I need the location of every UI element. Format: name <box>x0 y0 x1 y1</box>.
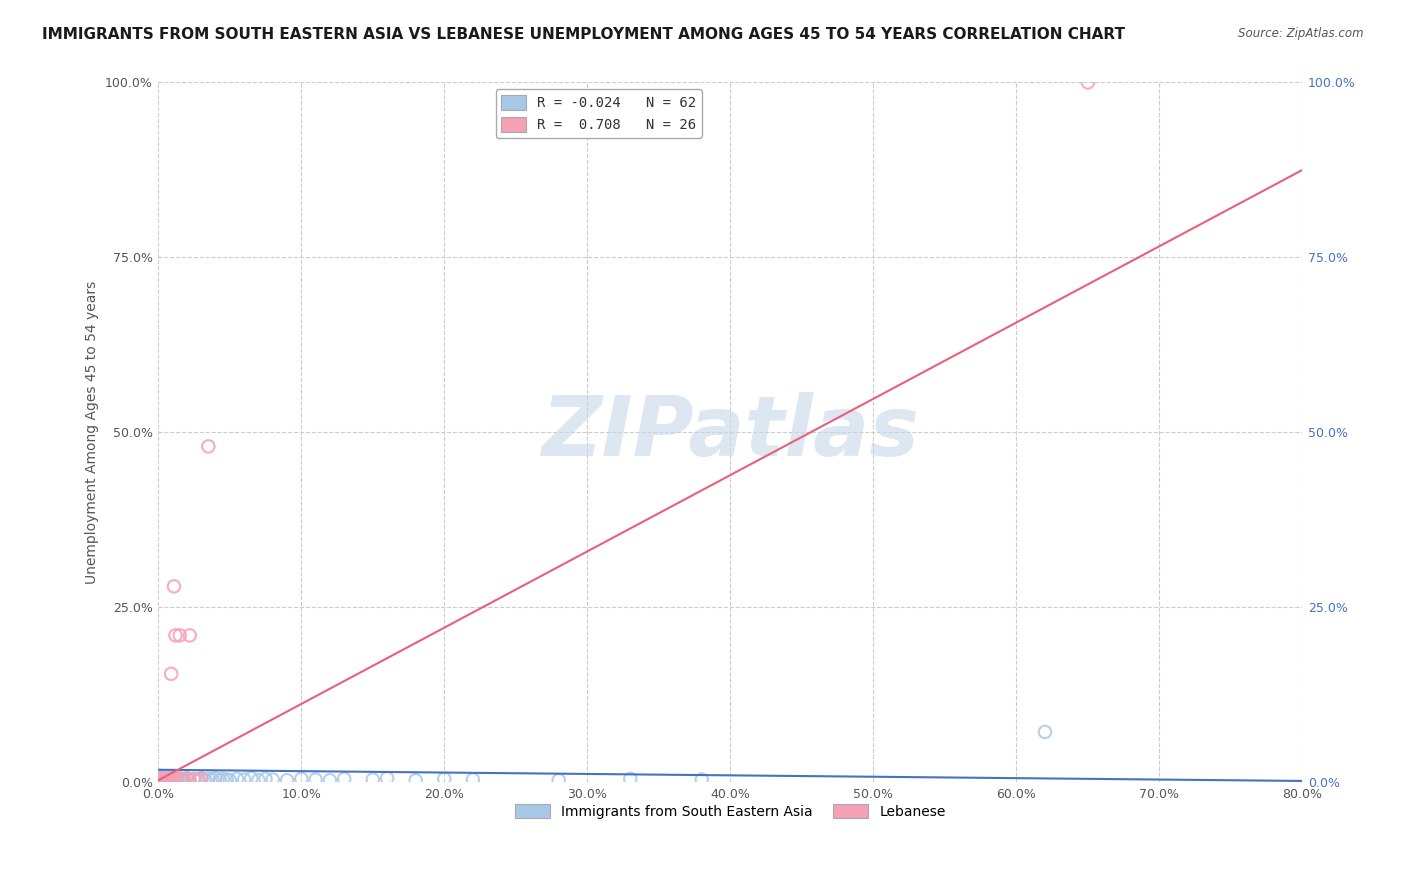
Point <box>159 771 181 785</box>
Point <box>162 771 184 785</box>
Point <box>156 771 179 785</box>
Point <box>160 772 183 786</box>
Point <box>433 772 456 786</box>
Point <box>187 773 209 788</box>
Point <box>375 771 398 785</box>
Point <box>149 772 172 786</box>
Point <box>156 772 179 787</box>
Point <box>149 772 172 787</box>
Point <box>1033 725 1056 739</box>
Point <box>240 771 263 785</box>
Point <box>157 773 180 788</box>
Point <box>169 773 191 788</box>
Legend: Immigrants from South Eastern Asia, Lebanese: Immigrants from South Eastern Asia, Leba… <box>509 798 950 824</box>
Point <box>262 772 284 787</box>
Point <box>159 772 181 786</box>
Point <box>153 771 176 785</box>
Point <box>333 772 356 786</box>
Point <box>166 772 188 787</box>
Point <box>153 772 176 787</box>
Point <box>190 771 212 785</box>
Point <box>194 773 217 788</box>
Point <box>201 772 224 787</box>
Text: Source: ZipAtlas.com: Source: ZipAtlas.com <box>1239 27 1364 40</box>
Point <box>156 772 179 787</box>
Point <box>183 772 205 786</box>
Point <box>169 628 191 642</box>
Point <box>152 772 174 786</box>
Point <box>166 772 188 786</box>
Point <box>150 771 173 785</box>
Point <box>172 772 194 787</box>
Point <box>162 771 184 785</box>
Point <box>163 579 186 593</box>
Point <box>159 772 181 787</box>
Point <box>218 773 240 788</box>
Point <box>247 773 270 788</box>
Point <box>547 773 569 788</box>
Text: IMMIGRANTS FROM SOUTH EASTERN ASIA VS LEBANESE UNEMPLOYMENT AMONG AGES 45 TO 54 : IMMIGRANTS FROM SOUTH EASTERN ASIA VS LE… <box>42 27 1125 42</box>
Point <box>361 772 384 787</box>
Point <box>152 773 174 788</box>
Point <box>150 773 173 788</box>
Point <box>149 773 172 788</box>
Point <box>197 439 219 453</box>
Point <box>461 772 484 787</box>
Point <box>211 772 233 786</box>
Point <box>165 772 187 786</box>
Point <box>155 773 177 788</box>
Point <box>160 666 183 681</box>
Point <box>157 773 180 788</box>
Point <box>163 773 186 788</box>
Point <box>152 773 174 788</box>
Point <box>176 771 198 785</box>
Point <box>150 772 173 787</box>
Point <box>208 773 231 788</box>
Point <box>155 773 177 788</box>
Point <box>197 772 219 786</box>
Point <box>170 772 193 786</box>
Point <box>173 772 195 787</box>
Point <box>1077 75 1099 89</box>
Point <box>226 772 249 786</box>
Point <box>152 771 174 785</box>
Text: ZIPatlas: ZIPatlas <box>541 392 920 473</box>
Point <box>276 773 298 788</box>
Point <box>179 628 201 642</box>
Point <box>160 773 183 788</box>
Point <box>165 628 187 642</box>
Point <box>149 770 172 784</box>
Point <box>155 772 177 786</box>
Point <box>167 771 190 785</box>
Point <box>290 772 312 786</box>
Point <box>152 772 174 786</box>
Point <box>155 771 177 785</box>
Point <box>405 773 427 788</box>
Point <box>176 772 198 786</box>
Point <box>179 773 201 788</box>
Point <box>153 772 176 787</box>
Point <box>619 772 641 786</box>
Point <box>319 773 342 788</box>
Point <box>183 772 205 787</box>
Point <box>170 772 193 786</box>
Point <box>157 772 180 786</box>
Point <box>173 773 195 788</box>
Point <box>215 772 238 787</box>
Point <box>254 772 277 786</box>
Point <box>233 772 256 787</box>
Point <box>162 772 184 787</box>
Point <box>190 772 212 786</box>
Point <box>204 771 226 785</box>
Point <box>187 772 209 787</box>
Point <box>304 772 326 787</box>
Y-axis label: Unemployment Among Ages 45 to 54 years: Unemployment Among Ages 45 to 54 years <box>86 281 100 584</box>
Point <box>690 772 713 787</box>
